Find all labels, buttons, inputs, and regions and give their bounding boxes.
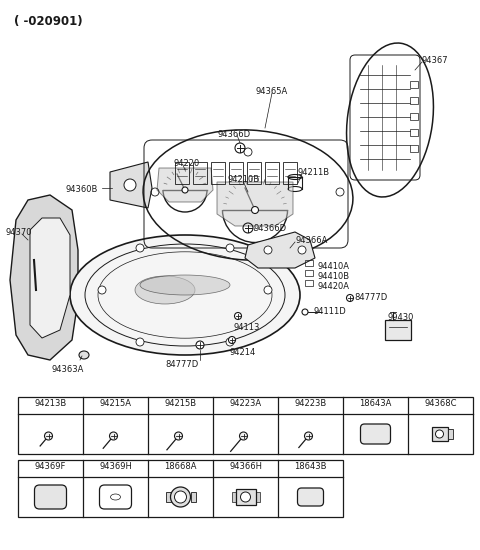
- Circle shape: [347, 294, 353, 301]
- Bar: [410, 97, 418, 104]
- Circle shape: [182, 187, 188, 193]
- Circle shape: [175, 432, 182, 440]
- Circle shape: [226, 338, 234, 346]
- Bar: [432, 427, 447, 441]
- Polygon shape: [30, 218, 70, 338]
- Text: 18643B: 18643B: [294, 462, 327, 471]
- Text: 94367: 94367: [422, 56, 449, 65]
- Bar: [447, 429, 453, 439]
- Text: 94214: 94214: [230, 348, 256, 357]
- Circle shape: [136, 244, 144, 252]
- Bar: [166, 492, 170, 502]
- Polygon shape: [157, 168, 213, 202]
- Circle shape: [240, 432, 248, 440]
- Circle shape: [175, 491, 187, 503]
- Circle shape: [170, 487, 191, 507]
- Circle shape: [124, 179, 136, 191]
- Text: 94410B: 94410B: [318, 272, 350, 281]
- Text: 94368C: 94368C: [424, 399, 457, 408]
- FancyBboxPatch shape: [35, 485, 67, 509]
- Ellipse shape: [135, 276, 195, 304]
- Circle shape: [302, 309, 308, 315]
- Bar: [410, 129, 418, 136]
- Bar: [410, 145, 418, 152]
- Text: 18668A: 18668A: [164, 462, 197, 471]
- Text: ( -020901): ( -020901): [14, 15, 83, 28]
- Circle shape: [226, 244, 234, 252]
- Bar: [18, 460, 343, 517]
- Circle shape: [98, 286, 106, 294]
- Circle shape: [45, 432, 52, 440]
- Text: 94211B: 94211B: [298, 168, 330, 177]
- Text: 94369F: 94369F: [35, 462, 66, 471]
- Text: 94223B: 94223B: [294, 399, 326, 408]
- Bar: [305, 260, 313, 266]
- FancyBboxPatch shape: [360, 424, 391, 444]
- Text: 94365A: 94365A: [256, 87, 288, 96]
- Text: 94111D: 94111D: [313, 307, 346, 316]
- Bar: [175, 162, 189, 184]
- Text: 94215A: 94215A: [99, 399, 132, 408]
- Bar: [283, 162, 297, 184]
- Text: 94113: 94113: [234, 323, 260, 332]
- Text: 94210B: 94210B: [228, 175, 260, 184]
- Circle shape: [240, 492, 251, 502]
- Text: 94420A: 94420A: [318, 282, 350, 291]
- Text: 94213B: 94213B: [35, 399, 67, 408]
- Text: 94366D: 94366D: [254, 224, 287, 233]
- Text: 94215B: 94215B: [165, 399, 197, 408]
- Circle shape: [252, 206, 259, 213]
- Bar: [191, 492, 195, 502]
- Polygon shape: [10, 195, 78, 360]
- Text: 18643A: 18643A: [360, 399, 392, 408]
- Circle shape: [228, 337, 236, 344]
- Circle shape: [196, 341, 204, 349]
- Bar: [247, 162, 261, 184]
- Circle shape: [136, 338, 144, 346]
- Bar: [255, 492, 260, 502]
- Text: 94369H: 94369H: [99, 462, 132, 471]
- Circle shape: [235, 312, 241, 320]
- Bar: [18, 397, 473, 454]
- Circle shape: [109, 432, 118, 440]
- Text: 94363A: 94363A: [52, 365, 84, 374]
- Circle shape: [435, 430, 444, 438]
- Bar: [305, 270, 313, 276]
- Bar: [231, 492, 236, 502]
- FancyBboxPatch shape: [298, 488, 324, 506]
- Text: 94366D: 94366D: [218, 130, 251, 139]
- Text: 94360B: 94360B: [66, 185, 98, 194]
- Bar: [410, 113, 418, 120]
- Circle shape: [304, 432, 312, 440]
- Text: 94220: 94220: [174, 159, 200, 168]
- Text: 94366A: 94366A: [295, 236, 327, 245]
- Text: 84777D: 84777D: [166, 360, 199, 369]
- Bar: [385, 320, 411, 340]
- Text: 84777D: 84777D: [354, 293, 387, 302]
- Circle shape: [264, 246, 272, 254]
- Bar: [410, 81, 418, 88]
- Ellipse shape: [140, 275, 230, 295]
- Bar: [229, 162, 243, 184]
- Polygon shape: [245, 232, 315, 268]
- Bar: [305, 280, 313, 286]
- Circle shape: [298, 246, 306, 254]
- Ellipse shape: [70, 235, 300, 355]
- Text: 94223A: 94223A: [229, 399, 262, 408]
- Text: 94410A: 94410A: [318, 262, 350, 271]
- Bar: [265, 162, 279, 184]
- Ellipse shape: [79, 351, 89, 359]
- Text: 94366H: 94366H: [229, 462, 262, 471]
- Polygon shape: [110, 162, 152, 208]
- Text: 99430: 99430: [388, 313, 414, 322]
- Bar: [193, 162, 207, 184]
- Text: 94370: 94370: [5, 228, 32, 237]
- Bar: [236, 489, 255, 505]
- Polygon shape: [217, 182, 293, 226]
- Circle shape: [264, 286, 272, 294]
- Bar: [211, 162, 225, 184]
